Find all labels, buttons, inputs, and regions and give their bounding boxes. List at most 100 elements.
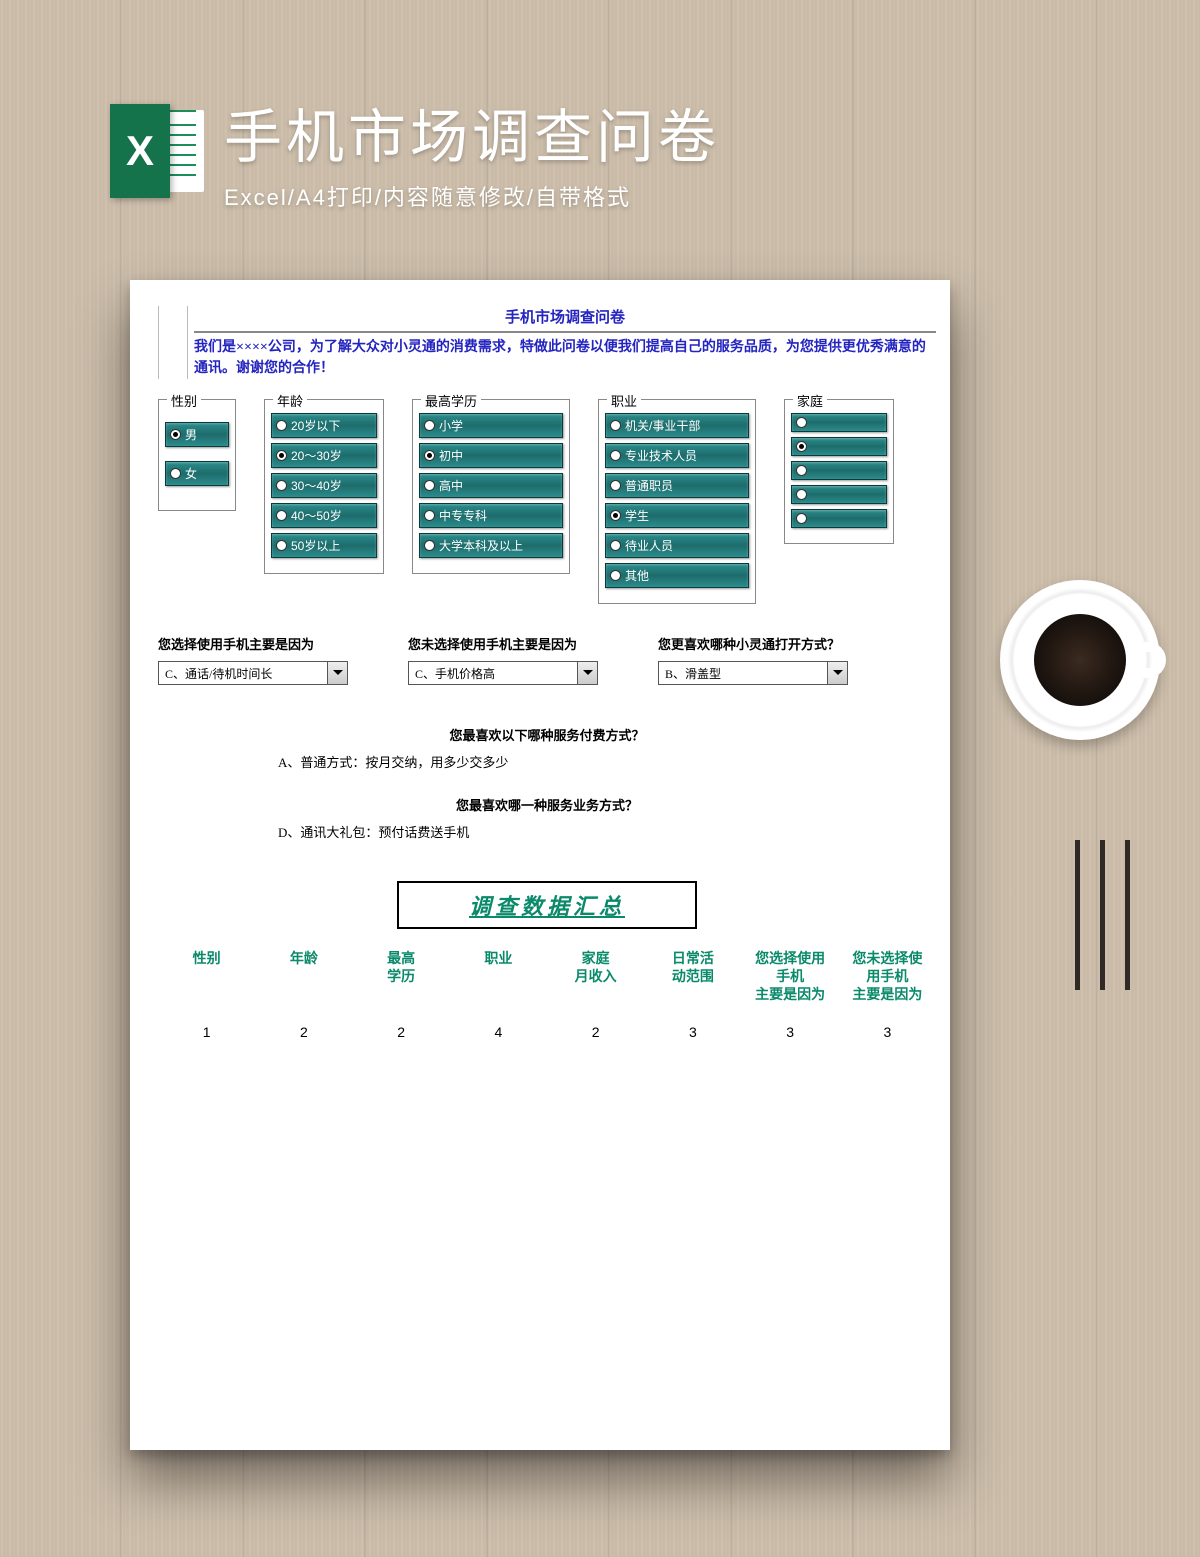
radio-option[interactable] (791, 437, 887, 456)
radio-option[interactable]: 女 (165, 461, 229, 486)
radio-option[interactable]: 初中 (419, 443, 563, 468)
summary-cell: 2 (353, 1024, 450, 1040)
page-title: 手机市场调查问卷 (224, 90, 720, 174)
radio-label: 机关/事业干部 (625, 417, 700, 434)
summary-col-header: 年龄 (255, 951, 352, 1006)
radio-icon (276, 450, 287, 461)
radio-label: 大学本科及以上 (439, 537, 523, 554)
radio-option[interactable]: 高中 (419, 473, 563, 498)
radio-option[interactable]: 50岁以上 (271, 533, 377, 558)
fieldset-education: 最高学历 小学初中高中中专专科大学本科及以上 (412, 399, 570, 574)
template-header: X 手机市场调查问卷 Excel/A4打印/内容随意修改/自带格式 (110, 90, 720, 212)
radio-option[interactable]: 大学本科及以上 (419, 533, 563, 558)
q2-dropdown[interactable]: C、手机价格高 (408, 661, 598, 685)
radio-option[interactable]: 学生 (605, 503, 749, 528)
summary-cell: 4 (450, 1024, 547, 1040)
radio-icon (610, 540, 621, 551)
radio-label: 女 (185, 465, 197, 482)
qa-block-2: 您最喜欢哪一种服务业务方式？ D、通讯大礼包：预付话费送手机 (158, 795, 936, 841)
radio-icon (796, 513, 807, 524)
summary-col-header: 家庭月收入 (547, 951, 644, 1006)
radio-option[interactable]: 其他 (605, 563, 749, 588)
radio-label: 学生 (625, 507, 649, 524)
radio-icon (276, 420, 287, 431)
summary-col-header: 性别 (158, 951, 255, 1006)
excel-icon: X (110, 104, 204, 198)
radio-label: 40～50岁 (291, 507, 342, 524)
radio-option[interactable]: 普通职员 (605, 473, 749, 498)
chevron-down-icon[interactable] (827, 662, 847, 684)
fieldset-gender: 性别 男女 (158, 399, 236, 511)
chevron-down-icon[interactable] (577, 662, 597, 684)
radio-option[interactable] (791, 485, 887, 504)
radio-icon (796, 417, 807, 428)
radio-icon (610, 480, 621, 491)
radio-label: 待业人员 (625, 537, 673, 554)
summary-cell: 2 (547, 1024, 644, 1040)
radio-icon (796, 441, 807, 452)
radio-label: 初中 (439, 447, 463, 464)
summary-cell: 3 (742, 1024, 839, 1040)
radio-option[interactable]: 30～40岁 (271, 473, 377, 498)
radio-option[interactable]: 40～50岁 (271, 503, 377, 528)
radio-label: 专业技术人员 (625, 447, 697, 464)
radio-label: 50岁以上 (291, 537, 340, 554)
summary-col-header: 您未选择使用手机主要是因为 (839, 951, 936, 1006)
summary-col-header: 职业 (450, 951, 547, 1006)
coffee-cup-decoration (1000, 580, 1160, 740)
radio-icon (796, 489, 807, 500)
fieldset-job: 职业 机关/事业干部专业技术人员普通职员学生待业人员其他 (598, 399, 756, 604)
summary-cell: 3 (644, 1024, 741, 1040)
radio-option[interactable]: 男 (165, 422, 229, 447)
radio-option[interactable]: 20～30岁 (271, 443, 377, 468)
radio-option[interactable]: 机关/事业干部 (605, 413, 749, 438)
doc-title: 手机市场调查问卷 (194, 306, 936, 327)
radio-icon (424, 540, 435, 551)
q1-label: 您选择使用手机主要是因为 (158, 634, 348, 653)
stripes-decoration (1075, 840, 1130, 990)
radio-label: 中专专科 (439, 507, 487, 524)
radio-icon (796, 465, 807, 476)
dropdown-questions: 您选择使用手机主要是因为 C、通话/待机时间长 您未选择使用手机主要是因为 C、… (158, 634, 936, 685)
radio-icon (424, 450, 435, 461)
radio-icon (424, 480, 435, 491)
option-groups: 性别 男女 年龄 20岁以下20～30岁30～40岁40～50岁50岁以上 最高… (158, 399, 936, 604)
summary-cell: 2 (255, 1024, 352, 1040)
radio-icon (610, 510, 621, 521)
page-subtitle: Excel/A4打印/内容随意修改/自带格式 (224, 180, 720, 212)
summary-col-header: 日常活动范围 (644, 951, 741, 1006)
summary-table: 性别年龄最高学历职业家庭月收入日常活动范围您选择使用手机主要是因为您未选择使用手… (158, 951, 936, 1040)
radio-icon (424, 420, 435, 431)
radio-icon (170, 468, 181, 479)
radio-icon (170, 429, 181, 440)
radio-label: 其他 (625, 567, 649, 584)
radio-option[interactable]: 小学 (419, 413, 563, 438)
doc-intro: 我们是××××公司，为了解大众对小灵通的消费需求，特做此问卷以便我们提高自己的服… (194, 331, 936, 379)
radio-icon (424, 510, 435, 521)
q3-label: 您更喜欢哪种小灵通打开方式？ (658, 634, 848, 653)
summary-cell: 1 (158, 1024, 255, 1040)
document-page: 手机市场调查问卷 我们是××××公司，为了解大众对小灵通的消费需求，特做此问卷以… (130, 280, 950, 1450)
radio-icon (276, 510, 287, 521)
summary-cell: 3 (839, 1024, 936, 1040)
q2-label: 您未选择使用手机主要是因为 (408, 634, 598, 653)
q3-dropdown[interactable]: B、滑盖型 (658, 661, 848, 685)
radio-option[interactable]: 待业人员 (605, 533, 749, 558)
radio-label: 小学 (439, 417, 463, 434)
radio-option[interactable] (791, 461, 887, 480)
q1-dropdown[interactable]: C、通话/待机时间长 (158, 661, 348, 685)
fieldset-age: 年龄 20岁以下20～30岁30～40岁40～50岁50岁以上 (264, 399, 384, 574)
radio-option[interactable]: 20岁以下 (271, 413, 377, 438)
radio-option[interactable] (791, 413, 887, 432)
radio-option[interactable] (791, 509, 887, 528)
radio-icon (610, 570, 621, 581)
chevron-down-icon[interactable] (327, 662, 347, 684)
radio-option[interactable]: 中专专科 (419, 503, 563, 528)
radio-icon (610, 450, 621, 461)
summary-col-header: 最高学历 (353, 951, 450, 1006)
qa-block-1: 您最喜欢以下哪种服务付费方式？ A、普通方式：按月交纳，用多少交多少 (158, 725, 936, 771)
radio-option[interactable]: 专业技术人员 (605, 443, 749, 468)
radio-label: 20岁以下 (291, 417, 340, 434)
radio-icon (276, 540, 287, 551)
radio-label: 30～40岁 (291, 477, 342, 494)
